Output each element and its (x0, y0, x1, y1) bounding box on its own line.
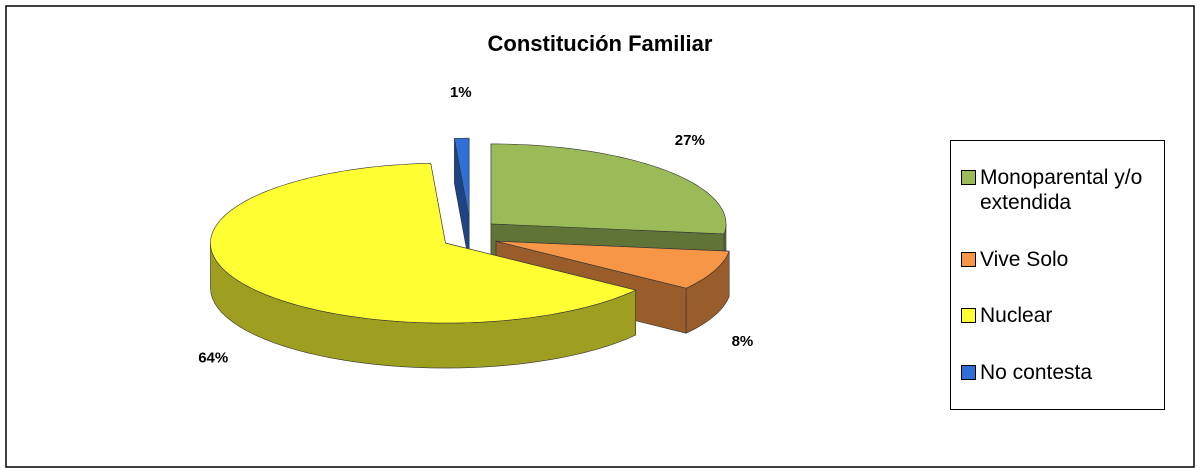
legend-item: Vive Solo (961, 247, 1158, 272)
slice (495, 240, 730, 289)
data-label: 27% (675, 132, 705, 149)
legend-label: Nuclear (980, 304, 1053, 328)
slice (210, 162, 637, 324)
data-label: 8% (732, 333, 754, 350)
legend-swatch (961, 169, 976, 185)
data-label: 64% (198, 349, 228, 366)
legend-label: Vive Solo (980, 247, 1069, 271)
legend: Monoparental y/o extendida Vive Solo Nucle… (950, 140, 1165, 410)
chart-title: Constitución Familiar (488, 31, 713, 56)
slice (490, 143, 727, 235)
legend-item: Monoparental y/o extendida (961, 165, 1158, 215)
legend-swatch (961, 251, 976, 267)
slice (454, 137, 470, 219)
data-label: 1% (450, 84, 472, 101)
legend-label: Monoparental y/o extendida (980, 165, 1143, 214)
legend-swatch (961, 308, 976, 324)
legend-item: Nuclear (961, 303, 1158, 328)
legend-swatch (961, 365, 976, 381)
legend-label: No contesta (980, 361, 1093, 385)
legend-item: No contesta (961, 360, 1158, 385)
